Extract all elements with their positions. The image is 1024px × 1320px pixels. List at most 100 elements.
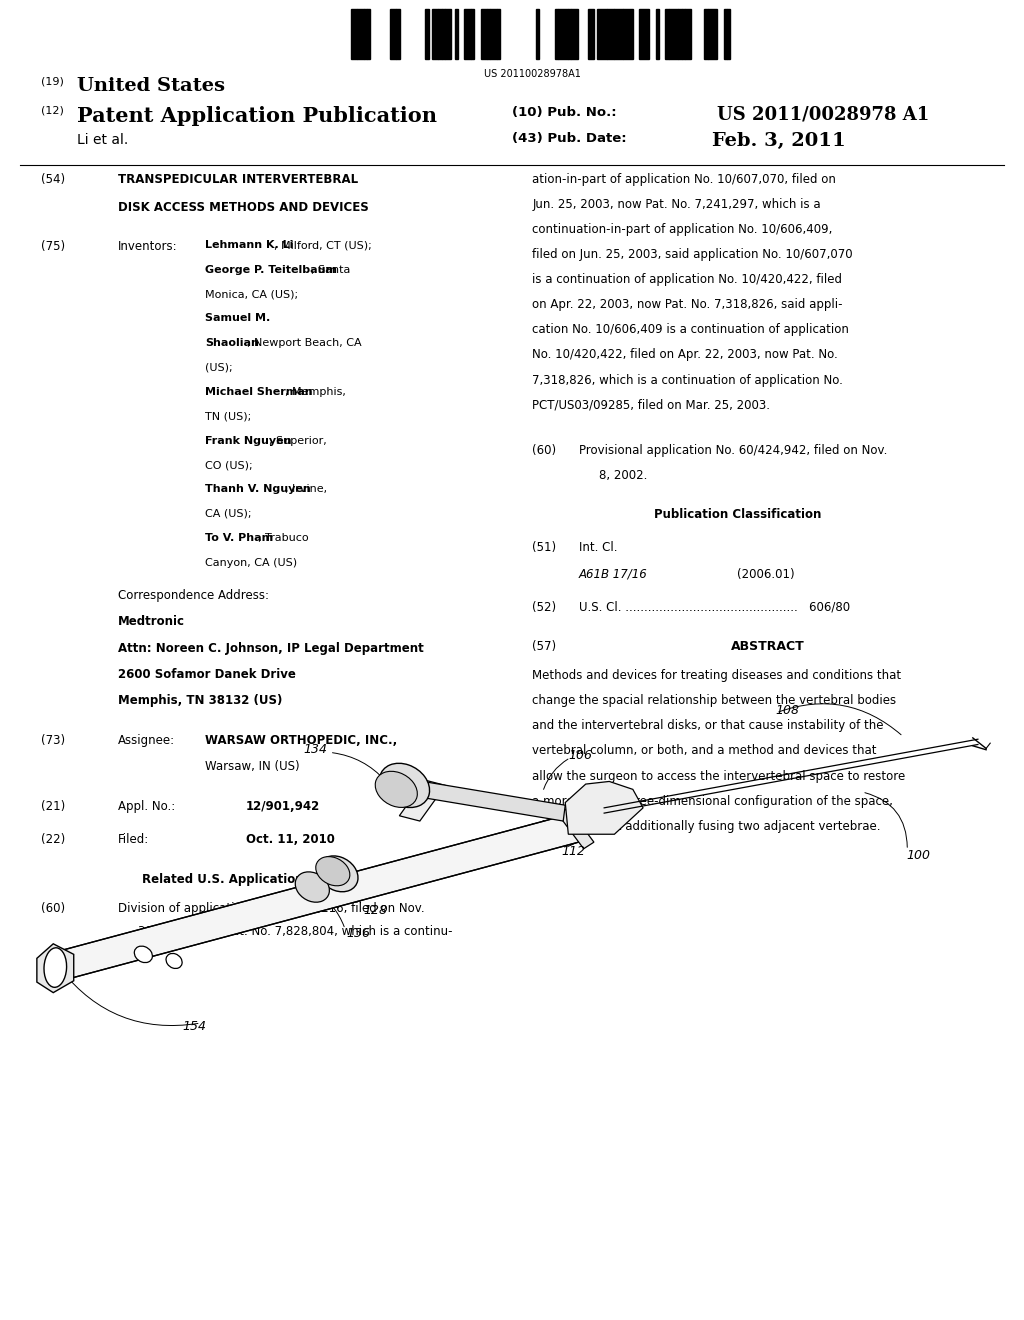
Bar [432,9,438,59]
Text: (60): (60) [41,902,66,915]
Text: Li et al.: Li et al. [77,133,128,148]
Text: Filed:: Filed: [118,833,150,846]
Text: U.S. Cl. ..............................................   606/80: U.S. Cl. ...............................… [579,601,850,614]
Ellipse shape [166,953,182,969]
Text: Medtronic: Medtronic [118,615,184,628]
Bar [613,9,624,59]
Text: (52): (52) [532,601,557,614]
Bar [480,9,487,59]
Text: Canyon, CA (US): Canyon, CA (US) [205,557,297,568]
Text: 12/901,942: 12/901,942 [246,800,321,813]
Bar [357,9,364,59]
Text: 100: 100 [906,849,930,862]
Polygon shape [37,944,74,993]
Text: (60): (60) [532,444,557,457]
Text: Lehmann K. Li: Lehmann K. Li [205,240,293,251]
Text: CO (US);: CO (US); [205,459,256,470]
Bar [724,9,727,59]
Polygon shape [399,780,445,821]
Text: TRANSPEDICULAR INTERVERTEBRAL: TRANSPEDICULAR INTERVERTEBRAL [118,173,357,186]
Text: (19): (19) [41,77,63,87]
Text: change the spacial relationship between the vertebral bodies: change the spacial relationship between … [532,694,897,708]
Text: 2600 Sofamor Danek Drive: 2600 Sofamor Danek Drive [118,668,296,681]
Text: Publication Classification: Publication Classification [653,508,821,521]
Polygon shape [421,781,565,821]
Bar [678,9,682,59]
Bar [487,9,490,59]
Bar [368,9,371,59]
Bar [588,9,594,59]
Text: allow the surgeon to access the intervertebral space to restore: allow the surgeon to access the interver… [532,770,906,783]
Text: , Milford, CT (US);: , Milford, CT (US); [274,240,372,251]
Text: (43) Pub. Date:: (43) Pub. Date: [512,132,627,145]
Bar [685,9,691,59]
Text: Thanh V. Nguyen: Thanh V. Nguyen [205,484,310,495]
Text: Monica, CA (US);: Monica, CA (US); [205,289,301,300]
Bar [705,9,708,59]
Text: Appl. No.:: Appl. No.: [118,800,175,813]
Text: 128: 128 [364,904,387,917]
Text: , Newport Beach, CA: , Newport Beach, CA [248,338,362,348]
Ellipse shape [315,857,350,886]
Text: (75): (75) [41,240,66,253]
Text: ABSTRACT: ABSTRACT [731,640,805,653]
Text: (54): (54) [41,173,66,186]
Text: George P. Teitelbaum: George P. Teitelbaum [205,264,337,275]
Text: CA (US);: CA (US); [205,508,255,519]
Text: on Apr. 22, 2003, now Pat. No. 7,318,826, said appli-: on Apr. 22, 2003, now Pat. No. 7,318,826… [532,298,843,312]
Text: 106: 106 [568,748,592,762]
Text: Division of application No. 10/999,216, filed on Nov.: Division of application No. 10/999,216, … [118,902,424,915]
Text: 7,318,826, which is a continuation of application No.: 7,318,826, which is a continuation of ap… [532,374,844,387]
Text: Int. Cl.: Int. Cl. [579,541,617,554]
Text: United States: United States [77,77,225,95]
Bar [597,9,607,59]
Text: a more normal three-dimensional configuration of the space,: a more normal three-dimensional configur… [532,795,893,808]
Bar [471,9,474,59]
Ellipse shape [295,871,330,903]
Text: filed on Jun. 25, 2003, said application No. 10/607,070: filed on Jun. 25, 2003, said application… [532,248,853,261]
Text: (57): (57) [532,640,557,653]
Ellipse shape [44,948,67,987]
Bar [568,9,571,59]
Bar [455,9,458,59]
Bar [708,9,717,59]
Bar [682,9,685,59]
Text: TN (US);: TN (US); [205,411,255,421]
Text: Assignee:: Assignee: [118,734,175,747]
Ellipse shape [134,946,153,962]
Text: To V. Pham: To V. Pham [205,533,273,544]
Text: (51): (51) [532,541,557,554]
Text: Frank Nguyen: Frank Nguyen [205,436,291,446]
Polygon shape [558,808,594,849]
Text: 154: 154 [182,1020,206,1034]
Bar [607,9,613,59]
Text: No. 10/420,422, filed on Apr. 22, 2003, now Pat. No.: No. 10/420,422, filed on Apr. 22, 2003, … [532,348,839,362]
Polygon shape [565,781,643,834]
Text: US 20110028978A1: US 20110028978A1 [484,69,581,79]
Text: Patent Application Publication: Patent Application Publication [77,106,437,125]
Bar [490,9,497,59]
Text: Warsaw, IN (US): Warsaw, IN (US) [205,760,299,774]
Text: PCT/US03/09285, filed on Mar. 25, 2003.: PCT/US03/09285, filed on Mar. 25, 2003. [532,399,770,412]
Text: 136: 136 [346,927,370,940]
Bar [536,9,539,59]
Bar [441,9,444,59]
Text: Shaolian: Shaolian [205,338,259,348]
Text: , Memphis,: , Memphis, [285,387,345,397]
Text: (22): (22) [41,833,66,846]
Bar [555,9,558,59]
Text: Samuel M.: Samuel M. [205,313,270,323]
Text: Inventors:: Inventors: [118,240,177,253]
Bar [351,9,357,59]
Ellipse shape [375,771,418,808]
Bar [396,9,399,59]
Text: , Trabuco: , Trabuco [258,533,308,544]
Text: continuation-in-part of application No. 10/606,409,: continuation-in-part of application No. … [532,223,833,236]
Text: is a continuation of application No. 10/420,422, filed: is a continuation of application No. 10/… [532,273,843,286]
Text: Related U.S. Application Data: Related U.S. Application Data [142,873,339,886]
Text: Memphis, TN 38132 (US): Memphis, TN 38132 (US) [118,694,283,708]
Bar [571,9,578,59]
Bar [639,9,649,59]
Bar [438,9,441,59]
Bar [669,9,678,59]
